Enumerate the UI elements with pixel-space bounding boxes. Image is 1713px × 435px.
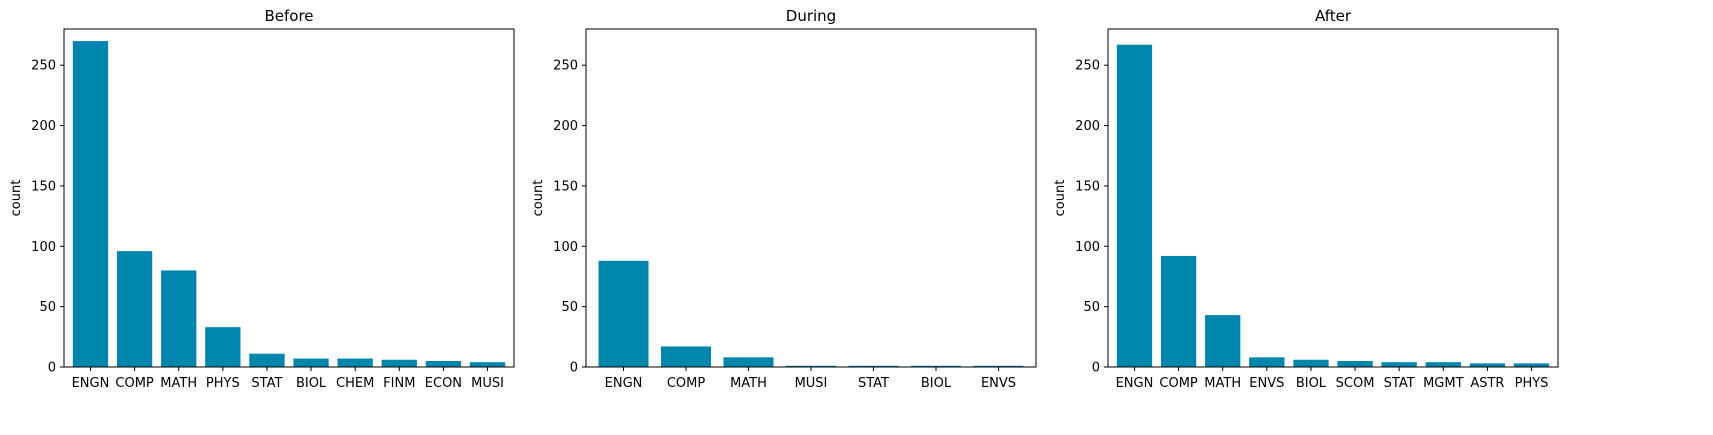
bar-astr — [1469, 363, 1506, 367]
y-tick-label: 0 — [570, 361, 578, 376]
x-tick-label: MUSI — [471, 376, 504, 391]
bar-envs — [973, 365, 1024, 367]
chart-panel-during: During count 0 50 100 150 200 250 ENGN COMP MAT… — [531, 7, 1037, 391]
bar-phys — [1513, 363, 1550, 367]
x-tick-label: BIOL — [296, 376, 327, 391]
bar-chem — [337, 358, 373, 367]
bar-comp — [1160, 255, 1197, 367]
y-tick-label: 0 — [48, 361, 56, 376]
bar-engn — [72, 41, 109, 367]
y-tick-label: 50 — [561, 300, 578, 315]
x-tick-label: COMP — [1159, 376, 1198, 391]
y-tick-label: 200 — [31, 119, 56, 134]
x-tick-label: STAT — [858, 376, 889, 391]
y-tick-label: 250 — [1075, 59, 1100, 74]
x-tick-label: ENGN — [605, 376, 643, 391]
y-tick-label: 50 — [39, 300, 56, 315]
x-axis-ticks: ENGN COMP MATH ENVS BIOL SCOM STAT MGMT ASTR PHYS — [1116, 367, 1549, 391]
y-axis-ticks: 0 50 100 150 200 250 — [553, 59, 586, 376]
x-tick-label: COMP — [115, 376, 154, 391]
bar-comp — [661, 346, 711, 367]
x-tick-label: MGMT — [1423, 376, 1464, 391]
y-tick-label: 150 — [1075, 179, 1100, 194]
bar-mgmt — [1425, 362, 1461, 367]
bar-econ — [425, 360, 462, 367]
x-tick-label: STAT — [251, 376, 282, 391]
x-tick-label: MATH — [730, 376, 767, 391]
y-tick-label: 50 — [1083, 300, 1100, 315]
bar-stat — [1381, 362, 1417, 367]
bar-scom — [1337, 360, 1373, 367]
chart-title: After — [1315, 7, 1352, 25]
bar-musi — [469, 362, 506, 367]
x-tick-label: PHYS — [1515, 376, 1549, 391]
bar-engn — [598, 260, 649, 367]
plot-frame — [63, 28, 515, 368]
x-tick-label: COMP — [667, 376, 706, 391]
y-axis-title: count — [1053, 180, 1068, 217]
y-tick-label: 200 — [553, 119, 578, 134]
bars — [598, 260, 1024, 367]
x-tick-label: MATH — [160, 376, 197, 391]
bar-math — [161, 270, 197, 367]
x-tick-label: ECON — [425, 376, 462, 391]
y-tick-label: 100 — [31, 240, 56, 255]
bar-biol — [911, 365, 961, 367]
bar-biol — [1293, 359, 1329, 367]
y-axis-title: count — [531, 180, 546, 217]
x-tick-label: STAT — [1384, 376, 1415, 391]
x-axis-ticks: ENGN COMP MATH PHYS STAT BIOL CHEM FINM ECON MUSI — [72, 367, 504, 391]
y-axis-title: count — [9, 180, 24, 217]
y-tick-label: 150 — [31, 179, 56, 194]
bar-finm — [381, 359, 417, 367]
x-tick-label: SCOM — [1336, 376, 1375, 391]
x-tick-label: BIOL — [1296, 376, 1327, 391]
chart-title: During — [786, 7, 836, 25]
x-tick-label: ENGN — [1116, 376, 1154, 391]
chart-panel-after: After count 0 50 100 150 200 250 ENGN COMP MATH… — [1053, 7, 1559, 391]
bar-stat — [249, 353, 285, 367]
x-tick-label: ENVS — [1249, 376, 1284, 391]
plot-frame — [585, 28, 1037, 368]
bars — [1116, 44, 1550, 367]
bar-math — [723, 357, 774, 367]
y-tick-label: 250 — [553, 59, 578, 74]
x-axis-ticks: ENGN COMP MATH MUSI STAT BIOL ENVS — [605, 367, 1016, 391]
bar-engn — [1116, 44, 1153, 367]
x-tick-label: MUSI — [795, 376, 828, 391]
y-axis-ticks: 0 50 100 150 200 250 — [31, 59, 64, 376]
bar-biol — [293, 358, 329, 367]
y-tick-label: 250 — [31, 59, 56, 74]
x-tick-label: CHEM — [336, 376, 374, 391]
x-tick-label: MATH — [1204, 376, 1241, 391]
x-tick-label: ASTR — [1470, 376, 1504, 391]
y-tick-label: 100 — [1075, 240, 1100, 255]
y-tick-label: 0 — [1092, 361, 1100, 376]
chart-panel-before: Before count 0 50 100 150 200 250 ENGN COMP MAT… — [9, 7, 515, 391]
x-tick-label: BIOL — [921, 376, 952, 391]
bar-musi — [786, 365, 836, 367]
bar-math — [1205, 315, 1241, 367]
x-tick-label: ENGN — [72, 376, 110, 391]
y-tick-label: 200 — [1075, 119, 1100, 134]
bar-stat — [848, 365, 899, 367]
plot-frame — [1107, 28, 1559, 368]
bars — [72, 41, 506, 367]
bar-comp — [116, 251, 153, 367]
bar-envs — [1249, 357, 1285, 367]
x-tick-label: FINM — [383, 376, 415, 391]
y-axis-ticks: 0 50 100 150 200 250 — [1075, 59, 1108, 376]
bar-phys — [205, 327, 241, 367]
y-tick-label: 150 — [553, 179, 578, 194]
x-tick-label: ENVS — [981, 376, 1016, 391]
x-tick-label: PHYS — [206, 376, 240, 391]
chart-title: Before — [264, 7, 313, 25]
y-tick-label: 100 — [553, 240, 578, 255]
